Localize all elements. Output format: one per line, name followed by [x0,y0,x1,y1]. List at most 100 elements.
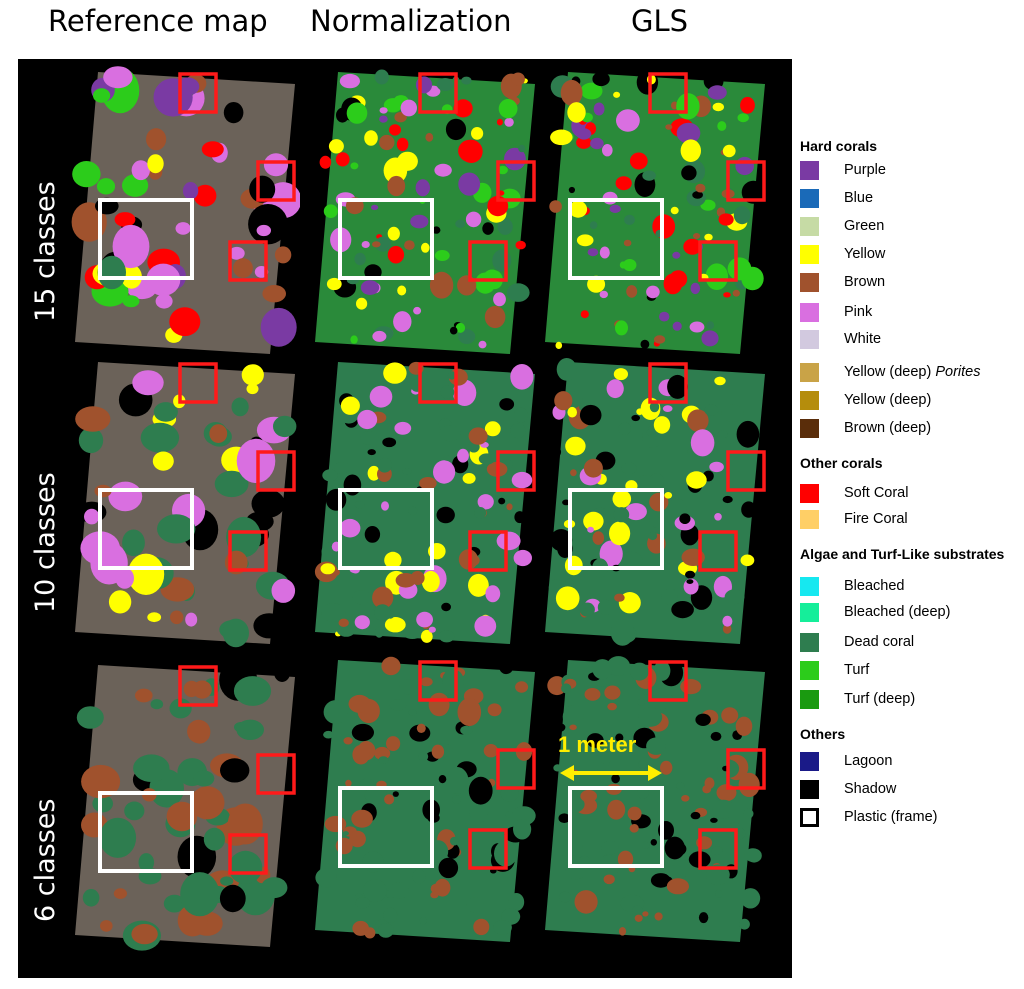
legend-label: Shadow [844,781,897,797]
map-patch [395,573,416,588]
map-patch [140,422,180,453]
map-patch [326,277,342,291]
map-patch [681,165,697,181]
map-patch [256,224,271,237]
map-patch [246,383,259,395]
map-patch [338,618,349,627]
plastic-frame [568,786,664,868]
map-patch [676,93,700,120]
map-patch [413,306,422,315]
map-patch [685,570,696,579]
map-patch [432,226,441,234]
map-patch [379,115,388,123]
map-patch [379,107,388,114]
map-patch [93,88,111,103]
map-patch [147,154,164,174]
map-patch [610,619,635,646]
legend-item: Turf [800,659,869,681]
map-patch [404,240,415,251]
map-patch [493,920,512,935]
map-patch [638,760,647,769]
map-patch [138,853,155,872]
map-patch [441,602,451,612]
map-patch [386,736,401,752]
map-patch [704,233,713,241]
map-patch [569,200,588,218]
map-patch [193,770,215,787]
map-patch [381,501,389,511]
legend-item: Pink [800,301,872,323]
map-patch [637,787,650,799]
map-patch [743,808,754,819]
map-patch [560,79,583,106]
map-patch [499,398,515,411]
map-patch [442,669,464,693]
map-patch [78,427,104,454]
map-patch [113,888,127,899]
map-patch [260,307,297,347]
highlight-box [178,72,218,114]
map-patch [510,364,534,390]
map-patch [623,239,632,247]
map-patch [466,897,484,913]
map-patch [378,756,389,764]
map-patch [484,305,506,329]
map-patch [680,679,702,695]
map-patch [629,152,648,170]
map-patch [717,121,727,131]
map-patch [701,330,719,347]
classification-map [75,659,296,951]
map-patch [618,927,627,936]
map-patch [587,275,606,293]
map-patch [609,204,621,213]
map-patch [431,744,445,759]
legend-swatch [800,807,819,827]
map-patch [458,172,481,196]
map-patch [185,612,198,627]
map-patch [322,469,338,482]
map-patch [634,914,643,922]
map-patch [589,221,598,230]
legend-label: Plastic (frame) [844,809,938,825]
legend-swatch [800,160,819,180]
map-patch [723,292,731,298]
map-patch [583,458,603,478]
map-patch [687,409,709,432]
map-patch [576,128,592,140]
map-patch [364,927,376,939]
map-patch [182,182,199,200]
map-patch [679,513,691,524]
map-patch [436,78,454,91]
map-patch [352,590,371,605]
map-patch [676,122,701,144]
map-patch [579,404,602,426]
map-patch [180,872,220,917]
map-patch [597,750,614,764]
map-patch [458,329,476,344]
map-patch [340,396,360,415]
map-patch [343,474,362,496]
map-patch [622,259,637,271]
highlight-box [178,665,218,707]
map-patch [374,69,389,85]
map-patch [345,779,352,787]
map-patch [504,147,526,171]
legend-label: Purple [844,162,886,178]
map-patch [447,371,456,380]
map-patch [428,692,450,717]
legend-item: Bleached [800,575,904,597]
map-patch [642,170,656,181]
legend-label: Pink [844,304,873,320]
map-patch [379,134,395,151]
map-patch [611,774,620,784]
map-patch [384,794,395,805]
map-patch [108,481,143,512]
map-patch [166,801,198,832]
map-patch [433,460,456,484]
map-patch [478,340,487,349]
map-patch [627,806,642,821]
map-patch [75,406,111,432]
legend-group-title: Other corals [800,455,883,471]
map-patch [487,703,502,717]
map-patch [343,737,353,745]
